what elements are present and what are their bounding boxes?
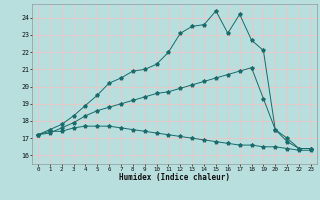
- X-axis label: Humidex (Indice chaleur): Humidex (Indice chaleur): [119, 173, 230, 182]
